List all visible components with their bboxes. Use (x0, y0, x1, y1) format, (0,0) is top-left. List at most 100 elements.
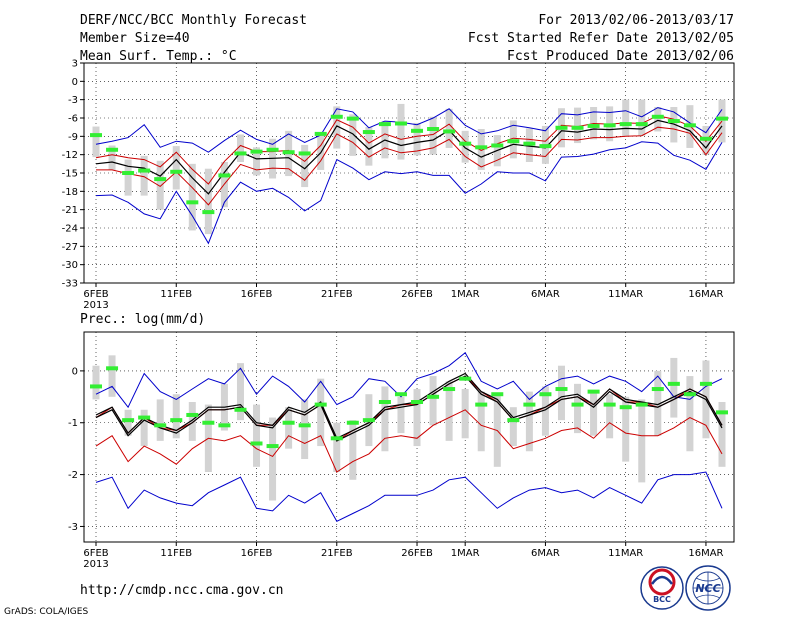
prec-spread-box (349, 420, 357, 480)
prec-series-median (95, 375, 723, 442)
temp-xtick-label: 16MAR (688, 289, 723, 300)
prec-xtick-label: 21FEB (321, 548, 353, 559)
temp-ytick-label: -21 (62, 205, 78, 216)
temp-spread-box (156, 160, 164, 210)
temp-series-p25 (96, 126, 723, 206)
prec-spread-box (236, 363, 244, 421)
grads-credit: GrADS: COLA/IGES (4, 607, 88, 617)
prec-xtick-label: 26FEB (401, 548, 433, 559)
ncc-logo-text: NCC (695, 582, 720, 595)
prec-spread-box (317, 378, 325, 447)
chart-title: DERF/NCC/BCC Monthly Forecast (80, 13, 307, 28)
temp-ytick-label: -27 (62, 242, 78, 253)
prec-spread-box (140, 409, 148, 447)
temperature-panel: 3 0 -3 -6 -9 -12 -15 -18 -21 -24 -27 -30 -33 6FEB 11FE… (62, 59, 735, 311)
temp-xtick-label: 11MAR (608, 289, 643, 300)
temp-spread-box (477, 129, 485, 170)
prec-spread-box (92, 365, 100, 400)
temp-ytick-label: -9 (68, 132, 78, 143)
precipitation-panel: 0 -1 -2 -3 6FEB 11FEB 16FEB 21FEB 26FEB 1MAR 6MAR 1… (68, 331, 735, 570)
prec-spread-box (253, 404, 261, 467)
temp-spread-box (461, 130, 469, 163)
bcc-logo-text: BCC (653, 595, 671, 604)
prec-spread-box (156, 399, 164, 441)
temp-year-label: 2013 (83, 300, 108, 311)
prec-spread-box (590, 391, 598, 436)
temp-series-max (95, 107, 723, 153)
temp-spread-box (413, 122, 421, 156)
prec-spread-box (654, 370, 662, 436)
prec-xtick-label: 16MAR (688, 548, 723, 559)
temp-xtick-label: 26FEB (401, 289, 433, 300)
temp-ytick-label: 0 (72, 77, 78, 88)
prec-ytick-label: 0 (72, 366, 78, 377)
temp-xtick-label: 16FEB (241, 289, 273, 300)
temp-spread-box (718, 99, 726, 143)
temp-spread-box (365, 127, 373, 166)
temp-spread-box (253, 147, 261, 176)
temp-spread-box (188, 163, 196, 231)
variable-label: Mean Surf. Temp.: °C (80, 49, 237, 64)
temp-spread-box (204, 168, 212, 235)
temp-spread-box (397, 103, 405, 160)
prec-spread-box (541, 386, 549, 436)
prec-series-p75b (95, 372, 723, 440)
prec-spread-box (269, 417, 277, 501)
temp-spread-box (236, 134, 244, 162)
prec-spread-box (525, 391, 533, 452)
temp-spread-box (429, 116, 437, 155)
prec-spread-box (461, 389, 469, 439)
prec-spread-box (622, 396, 630, 462)
temp-xtick-label: 1MAR (451, 289, 480, 300)
temp-ytick-label: -15 (62, 169, 78, 180)
prec-ytick-label: -1 (68, 418, 78, 429)
prec-ytick-label: -3 (68, 522, 78, 533)
source-url: http://cmdp.ncc.cma.gov.cn (80, 583, 284, 598)
temp-spread-box (574, 107, 582, 144)
temp-ytick-label: -33 (62, 279, 78, 290)
temp-spread-box (445, 108, 453, 148)
prec-xtick-label: 11MAR (608, 548, 643, 559)
temp-series-median (95, 119, 723, 195)
member-size-label: Member Size=40 (80, 31, 190, 46)
temp-xtick-label: 11FEB (160, 289, 192, 300)
bcc-logo: BCC (640, 566, 684, 610)
temp-spread-box (124, 159, 132, 196)
prec-series-max (95, 351, 723, 409)
prec-spread-box (574, 383, 582, 434)
temp-xtick-label: 6MAR (531, 289, 560, 300)
prec-spread-box (301, 399, 309, 460)
prec-plot-frame (83, 331, 735, 543)
prec-ytick-label: -2 (68, 470, 78, 481)
temp-ytick-label: 3 (72, 59, 78, 70)
temp-spread-box (92, 126, 100, 158)
prec-spread-box (172, 394, 180, 439)
prec-xtick-label: 6MAR (531, 548, 560, 559)
temp-ytick-label: -24 (62, 224, 78, 235)
ncc-logo: NCC (685, 565, 731, 611)
prec-spread-box (397, 396, 405, 434)
temp-spread-box (301, 144, 309, 188)
prec-spread-box (429, 376, 437, 426)
temp-spread-box (622, 99, 630, 137)
prec-xtick-label: 11FEB (160, 548, 192, 559)
prec-xtick-label: 16FEB (241, 548, 273, 559)
temp-spread-box (108, 145, 116, 170)
prec-spread-box (686, 376, 694, 452)
prec-spread-box (333, 422, 341, 472)
prec-spread-box (445, 381, 453, 441)
prec-spread-box (670, 357, 678, 418)
temp-ytick-label: -3 (68, 95, 78, 106)
forecast-produced-date: Fcst Produced Date 2013/02/06 (507, 49, 734, 64)
temp-ytick-label: -12 (62, 150, 78, 161)
temp-plot-frame (83, 62, 735, 284)
prec-xtick-label: 1MAR (451, 548, 480, 559)
temp-spread-box (638, 99, 646, 136)
temp-xtick-label: 6FEB (83, 289, 108, 300)
prec-spread-box (606, 394, 614, 439)
prec-spread-box (477, 391, 485, 452)
temp-spread-box (654, 107, 662, 132)
temp-spread-box (349, 114, 357, 156)
forecast-start-date: Fcst Started Refer Date 2013/02/05 (468, 31, 734, 46)
